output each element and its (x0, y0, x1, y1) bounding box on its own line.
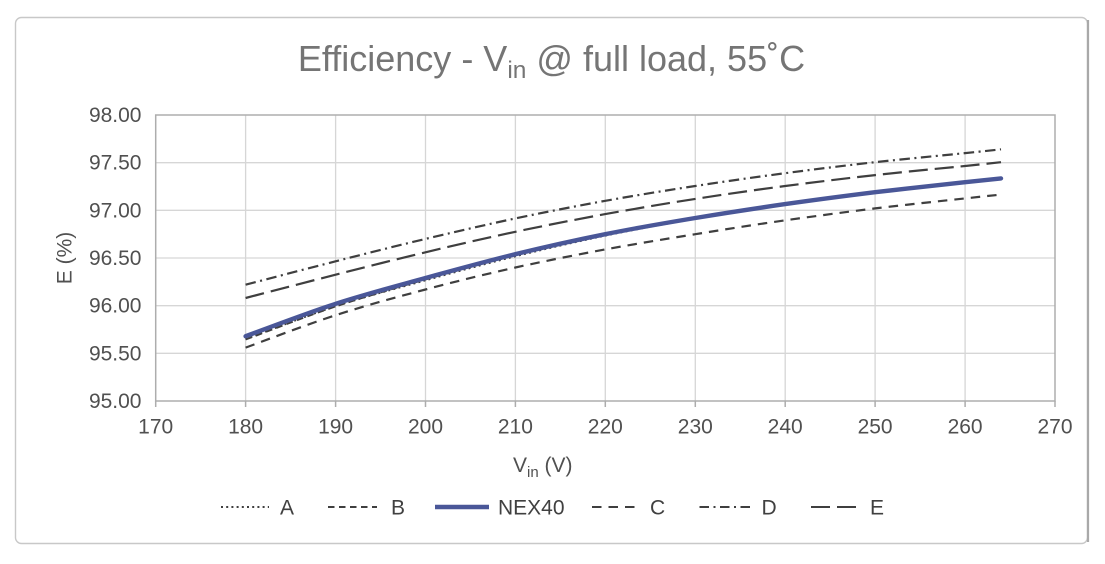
svg-text:NEX40: NEX40 (498, 497, 565, 520)
svg-text:96.00: 96.00 (89, 295, 142, 318)
svg-text:95.00: 95.00 (89, 390, 142, 413)
svg-text:C: C (650, 497, 665, 520)
svg-text:200: 200 (408, 416, 443, 439)
svg-text:97.50: 97.50 (89, 152, 142, 175)
svg-text:210: 210 (498, 416, 533, 439)
svg-text:240: 240 (768, 416, 803, 439)
svg-text:260: 260 (948, 416, 983, 439)
svg-text:190: 190 (318, 416, 353, 439)
svg-text:96.50: 96.50 (89, 247, 142, 270)
svg-text:D: D (762, 497, 777, 520)
svg-text:250: 250 (858, 416, 893, 439)
svg-text:170: 170 (138, 416, 173, 439)
svg-text:Efficiency - Vin @ full load,: Efficiency - Vin @ full load, 55˚C (298, 38, 805, 84)
svg-text:270: 270 (1037, 416, 1072, 439)
svg-text:A: A (280, 497, 294, 520)
svg-text:180: 180 (228, 416, 263, 439)
svg-text:Vin (V): Vin (V) (513, 454, 573, 481)
svg-text:E (%): E (%) (54, 232, 77, 285)
svg-text:E: E (870, 497, 884, 520)
svg-text:95.50: 95.50 (89, 342, 142, 365)
svg-text:220: 220 (588, 416, 623, 439)
svg-text:230: 230 (678, 416, 713, 439)
svg-text:97.00: 97.00 (89, 199, 142, 222)
svg-text:B: B (391, 497, 405, 520)
svg-text:98.00: 98.00 (89, 104, 142, 127)
